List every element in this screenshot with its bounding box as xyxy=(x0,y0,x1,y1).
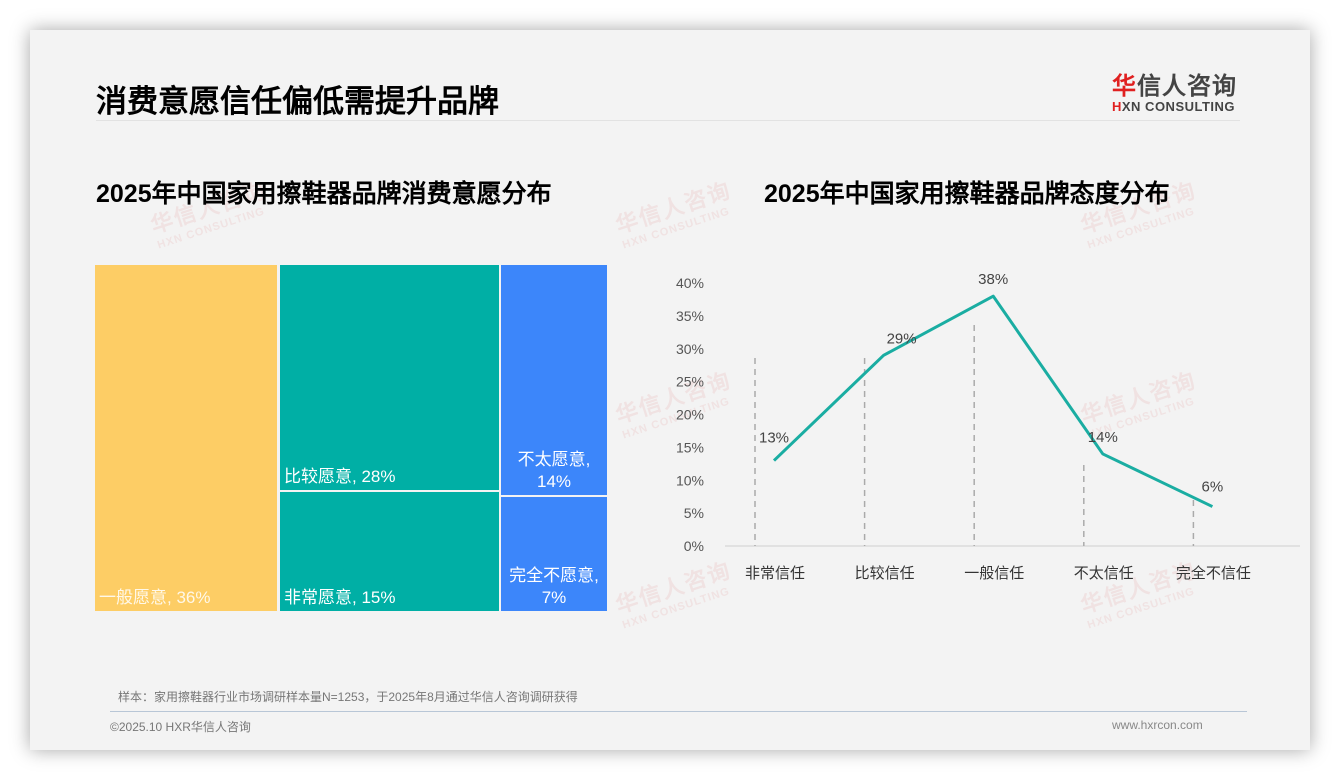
y-tick-label: 35% xyxy=(676,308,704,324)
website-link[interactable]: www.hxrcon.com xyxy=(1112,718,1203,732)
sample-footnote: 样本：家用擦鞋器行业市场调研样本量N=1253，于2025年8月通过华信人咨询调… xyxy=(118,690,578,704)
logo-cn-highlight: 华 xyxy=(1112,73,1137,100)
logo-en-highlight: H xyxy=(1112,99,1122,114)
y-tick-label: 5% xyxy=(684,505,704,521)
treemap-tile: 一般愿意, 36% xyxy=(95,265,277,611)
data-label: 14% xyxy=(1088,429,1118,446)
footer-divider xyxy=(110,711,1247,712)
treemap-tile: 比较愿意, 28% xyxy=(280,265,499,490)
data-label: 38% xyxy=(978,271,1008,288)
y-tick-label: 0% xyxy=(684,538,704,554)
brand-logo: 华信人咨询 HXN CONSULTING xyxy=(1112,66,1242,114)
data-line xyxy=(772,294,1214,508)
watermark: 华信人咨询 HXN CONSULTING xyxy=(612,177,735,252)
x-tick-label: 完全不信任 xyxy=(1176,564,1251,582)
copyright: ©2025.10 HXR华信人咨询 xyxy=(110,720,251,734)
logo-en: HXN CONSULTING xyxy=(1112,99,1242,114)
treemap-label: 非常愿意, 15% xyxy=(284,588,396,607)
title-divider xyxy=(96,120,1240,121)
y-tick-label: 20% xyxy=(676,407,704,423)
y-tick-label: 30% xyxy=(676,341,704,357)
logo-en-rest: XN CONSULTING xyxy=(1121,99,1236,114)
logo-cn-rest: 信人咨询 xyxy=(1137,73,1237,100)
x-tick-label: 非常信任 xyxy=(745,565,805,582)
x-tick-label: 一般信任 xyxy=(964,565,1024,582)
page-title: 消费意愿信任偏低需提升品牌 xyxy=(96,84,499,119)
treemap-tile: 完全不愿意, 7% xyxy=(501,497,607,611)
treemap-tile: 不太愿意, 14% xyxy=(501,265,607,495)
x-tick-label: 不太信任 xyxy=(1074,565,1134,582)
data-label: 29% xyxy=(887,330,917,347)
treemap-label: 完全不愿意, 7% xyxy=(509,566,599,607)
x-tick-label: 比较信任 xyxy=(855,564,915,582)
y-tick-label: 25% xyxy=(676,374,704,390)
y-tick-label: 10% xyxy=(676,472,704,488)
line-chart-title: 2025年中国家用擦鞋器品牌态度分布 xyxy=(764,180,1170,208)
logo-cn: 华信人咨询 xyxy=(1112,66,1242,101)
line-chart: 0% 5% 10% 15% 20% 25% 30% 35% 40% 非常信任 比较信任 一般信任 不太信… xyxy=(676,271,1300,582)
treemap-label: 一般愿意, 36% xyxy=(99,588,211,607)
y-tick-label: 40% xyxy=(676,275,704,291)
treemap-tile: 非常愿意, 15% xyxy=(280,492,499,611)
slide: 消费意愿信任偏低需提升品牌 华信人咨询 HXN CONSULTING 华信人咨询… xyxy=(30,30,1310,750)
data-label: 13% xyxy=(759,430,789,447)
treemap-title: 2025年中国家用擦鞋器品牌消费意愿分布 xyxy=(96,180,552,208)
treemap-label: 不太愿意, 14% xyxy=(517,450,591,491)
treemap-chart: 一般愿意, 36% 比较愿意, 28% 非常愿意, 15% 不太愿意, 14% 完全不愿意… xyxy=(95,265,607,611)
y-tick-label: 15% xyxy=(676,439,704,455)
treemap-label: 比较愿意, 28% xyxy=(284,467,396,486)
data-label: 6% xyxy=(1202,479,1224,496)
